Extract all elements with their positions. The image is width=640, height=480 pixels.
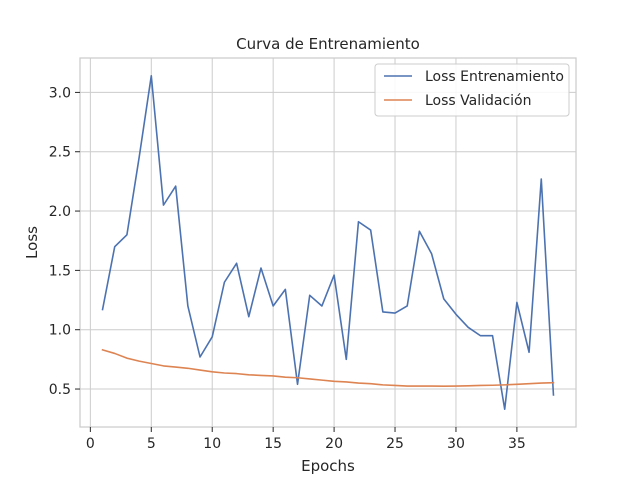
y-axis-label: Loss (23, 226, 41, 259)
gridlines (80, 58, 576, 427)
x-tick-label: 20 (325, 436, 343, 452)
x-axis-ticks: 0 5 10 15 20 25 30 35 (86, 427, 526, 452)
legend: Loss Entrenamiento Loss Validación (374, 63, 570, 117)
legend-label-loss-entrenamiento: Loss Entrenamiento (425, 69, 564, 85)
series-lines (101, 75, 555, 411)
y-tick-label: 1.5 (49, 263, 71, 279)
y-axis-ticks: 0.5 1.0 1.5 2.0 2.5 3.0 (49, 85, 80, 398)
y-tick-label: 0.5 (49, 382, 71, 398)
x-tick-label: 35 (508, 436, 526, 452)
y-tick-label: 2.5 (49, 145, 71, 161)
plot-frame (79, 57, 577, 428)
x-tick-label: 25 (386, 436, 404, 452)
x-axis-label: Epochs (301, 457, 355, 475)
legend-label-loss-validacion: Loss Validación (425, 93, 532, 109)
y-tick-label: 2.0 (49, 204, 71, 220)
y-tick-label: 1.0 (49, 323, 71, 339)
x-tick-label: 30 (447, 436, 465, 452)
x-tick-label: 10 (203, 436, 221, 452)
series-line-loss-entrenamiento (101, 75, 555, 411)
legend-box (374, 63, 570, 117)
x-tick-label: 0 (86, 436, 95, 452)
x-tick-label: 15 (264, 436, 282, 452)
series-line-loss-validacion (101, 348, 555, 387)
x-tick-label: 5 (147, 436, 156, 452)
chart-title: Curva de Entrenamiento (236, 35, 420, 53)
y-tick-label: 3.0 (49, 85, 71, 101)
